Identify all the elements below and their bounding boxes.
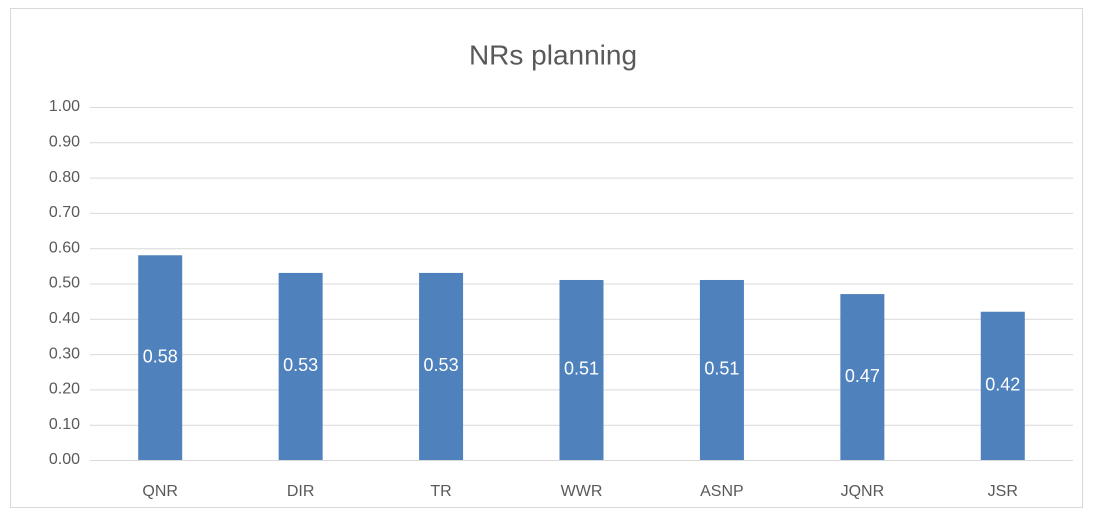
data-label: 0.42: [985, 375, 1020, 395]
x-tick-label: JSR: [988, 483, 1018, 500]
data-label: 0.51: [564, 359, 599, 379]
y-tick-label: 0.30: [49, 345, 80, 362]
y-tick-label: 0.20: [49, 381, 80, 398]
x-tick-label: JQNR: [841, 483, 885, 500]
x-tick-label: ASNP: [700, 483, 744, 500]
y-tick-label: 0.80: [49, 169, 80, 186]
bar: [980, 311, 1025, 460]
bar: [559, 279, 604, 460]
y-tick-label: 0.40: [49, 310, 80, 327]
data-label: 0.53: [283, 355, 318, 375]
y-tick-label: 0.60: [49, 239, 80, 256]
data-label: 0.58: [143, 346, 178, 366]
data-label: 0.51: [704, 359, 739, 379]
x-tick-label: DIR: [287, 483, 315, 500]
y-tick-label: 0.10: [49, 416, 80, 433]
bar: [840, 294, 885, 460]
chart-border: [10, 8, 1083, 508]
y-tick-label: 0.70: [49, 204, 80, 221]
bar: [419, 272, 464, 460]
data-label: 0.53: [424, 355, 459, 375]
data-label: 0.47: [845, 366, 880, 386]
x-tick-label: WWR: [561, 483, 603, 500]
y-tick-label: 0.00: [49, 451, 80, 468]
bar: [138, 255, 183, 460]
bar: [699, 279, 744, 460]
y-tick-label: 1.00: [49, 98, 80, 115]
x-tick-label: TR: [430, 483, 451, 500]
x-tick-label: QNR: [142, 483, 178, 500]
chart-title: NRs planning: [469, 39, 637, 70]
y-tick-label: 0.50: [49, 275, 80, 292]
bar: [278, 272, 323, 460]
y-tick-label: 0.90: [49, 134, 80, 151]
